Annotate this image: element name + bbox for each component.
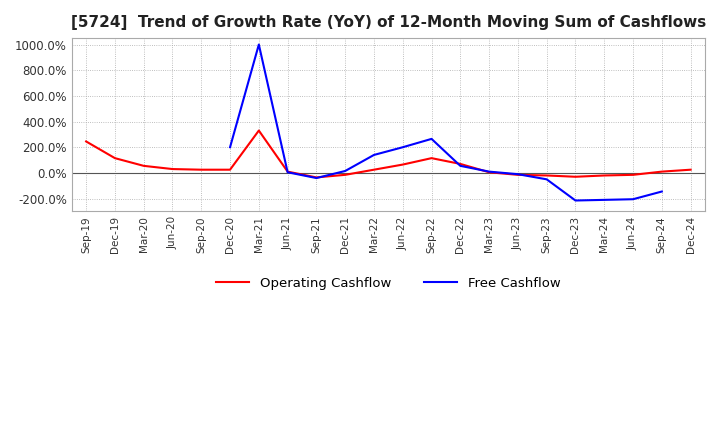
Operating Cashflow bbox=[197, 167, 206, 172]
Operating Cashflow bbox=[571, 174, 580, 180]
Operating Cashflow bbox=[341, 172, 349, 177]
Free Cashflow bbox=[657, 189, 666, 194]
Operating Cashflow bbox=[427, 155, 436, 161]
Operating Cashflow bbox=[686, 167, 695, 172]
Operating Cashflow bbox=[226, 167, 235, 172]
Free Cashflow bbox=[226, 145, 235, 150]
Free Cashflow bbox=[312, 176, 320, 181]
Operating Cashflow bbox=[254, 128, 263, 133]
Operating Cashflow bbox=[111, 155, 120, 161]
Operating Cashflow bbox=[82, 139, 91, 144]
Operating Cashflow bbox=[312, 175, 320, 180]
Free Cashflow bbox=[571, 198, 580, 203]
Operating Cashflow bbox=[456, 161, 464, 167]
Title: [5724]  Trend of Growth Rate (YoY) of 12-Month Moving Sum of Cashflows: [5724] Trend of Growth Rate (YoY) of 12-… bbox=[71, 15, 706, 30]
Operating Cashflow bbox=[657, 169, 666, 174]
Line: Free Cashflow: Free Cashflow bbox=[230, 44, 662, 201]
Operating Cashflow bbox=[140, 163, 148, 169]
Free Cashflow bbox=[485, 169, 493, 174]
Free Cashflow bbox=[542, 177, 551, 182]
Line: Operating Cashflow: Operating Cashflow bbox=[86, 131, 690, 177]
Operating Cashflow bbox=[168, 166, 177, 172]
Legend: Operating Cashflow, Free Cashflow: Operating Cashflow, Free Cashflow bbox=[211, 271, 566, 295]
Operating Cashflow bbox=[283, 169, 292, 174]
Free Cashflow bbox=[456, 163, 464, 169]
Operating Cashflow bbox=[369, 167, 378, 172]
Operating Cashflow bbox=[629, 172, 637, 177]
Operating Cashflow bbox=[398, 162, 407, 167]
Free Cashflow bbox=[254, 42, 263, 47]
Operating Cashflow bbox=[485, 170, 493, 175]
Free Cashflow bbox=[398, 145, 407, 150]
Free Cashflow bbox=[283, 170, 292, 175]
Free Cashflow bbox=[341, 169, 349, 174]
Operating Cashflow bbox=[600, 173, 608, 178]
Free Cashflow bbox=[427, 136, 436, 142]
Free Cashflow bbox=[369, 152, 378, 158]
Free Cashflow bbox=[600, 197, 608, 202]
Operating Cashflow bbox=[513, 172, 522, 177]
Free Cashflow bbox=[513, 172, 522, 177]
Free Cashflow bbox=[629, 197, 637, 202]
Operating Cashflow bbox=[542, 173, 551, 178]
